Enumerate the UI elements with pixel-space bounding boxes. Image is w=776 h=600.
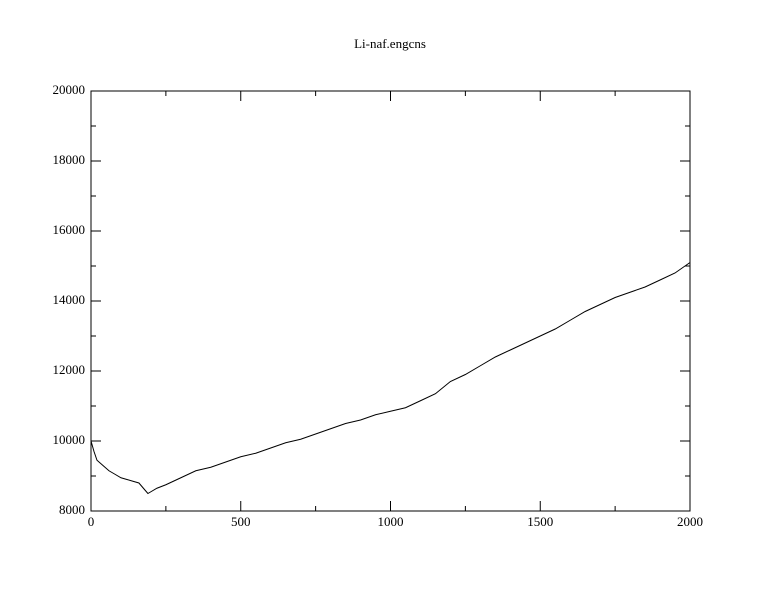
y-tick-label: 12000 <box>53 362 86 377</box>
y-tick-label: 20000 <box>53 82 86 97</box>
y-tick-label: 14000 <box>53 292 86 307</box>
x-tick-label: 500 <box>231 514 251 529</box>
chart-title: Li-naf.engcns <box>354 36 426 51</box>
y-tick-label: 8000 <box>59 502 85 517</box>
x-tick-label: 1500 <box>527 514 553 529</box>
x-tick-label: 0 <box>88 514 95 529</box>
x-tick-label: 1000 <box>378 514 404 529</box>
data-line <box>90 262 691 495</box>
y-tick-label: 16000 <box>53 222 86 237</box>
y-tick-label: 18000 <box>53 152 86 167</box>
x-tick-label: 2000 <box>677 514 703 529</box>
y-tick-label: 10000 <box>53 432 86 447</box>
plot-frame <box>90 90 691 512</box>
